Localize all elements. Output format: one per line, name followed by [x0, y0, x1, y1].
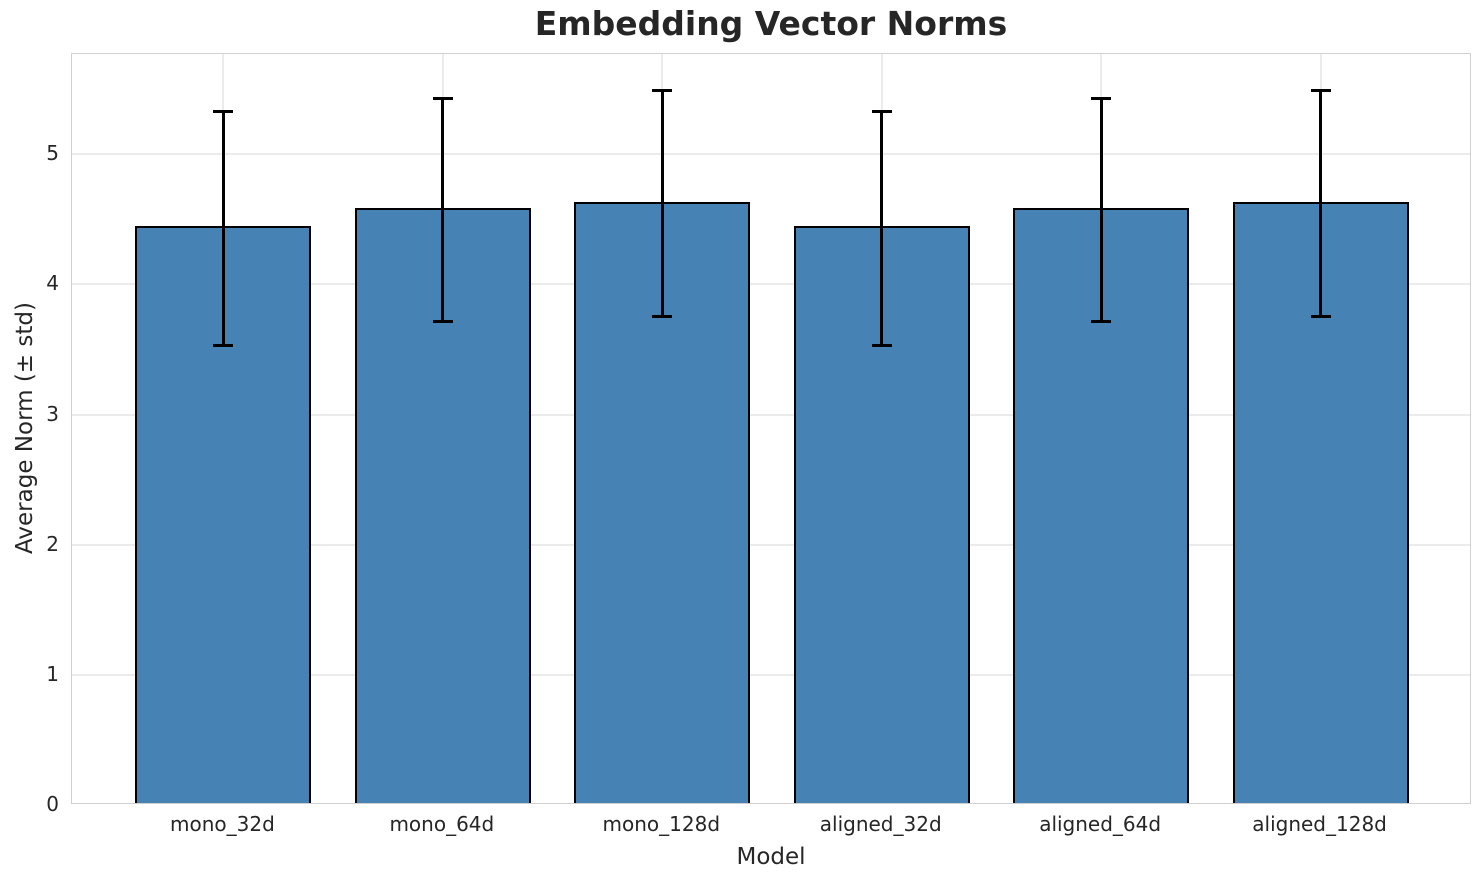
y-tick-label-5: 5 — [46, 141, 59, 166]
error-cap-bottom-aligned_64d — [1091, 320, 1112, 324]
chart-title: Embedding Vector Norms — [534, 4, 1008, 43]
y-tick-label-0: 0 — [46, 792, 59, 816]
error-cap-top-mono_64d — [432, 96, 453, 100]
error-cap-top-aligned_128d — [1310, 89, 1331, 93]
h-gridline-4 — [72, 283, 1470, 286]
plot-area — [71, 53, 1471, 804]
y-tick-label-1: 1 — [46, 661, 59, 686]
y-tick-label-2: 2 — [46, 531, 59, 556]
x-tick-label-mono_64d: mono_64d — [389, 812, 495, 836]
error-cap-top-mono_32d — [213, 109, 234, 113]
h-gridline-3 — [72, 413, 1470, 416]
error-bar-mono_32d — [221, 109, 225, 347]
error-bar-aligned_32d — [880, 109, 884, 347]
error-cap-top-aligned_32d — [871, 109, 892, 113]
h-gridline-2 — [72, 543, 1470, 546]
x-axis-label: Model — [736, 844, 806, 870]
error-bar-mono_128d — [660, 89, 664, 319]
error-cap-bottom-aligned_32d — [871, 343, 892, 347]
x-tick-label-mono_128d: mono_128d — [602, 812, 721, 836]
h-gridline-5 — [72, 153, 1470, 156]
x-tick-label-aligned_128d: aligned_128d — [1252, 812, 1387, 836]
error-cap-bottom-mono_128d — [652, 315, 673, 319]
error-bar-aligned_64d — [1099, 96, 1103, 324]
error-cap-top-mono_128d — [652, 89, 673, 93]
y-axis-label: Average Norm (± std) — [12, 302, 38, 554]
error-cap-bottom-mono_32d — [213, 343, 234, 347]
x-tick-label-aligned_64d: aligned_64d — [1039, 812, 1162, 836]
error-cap-bottom-mono_64d — [432, 320, 453, 324]
x-tick-label-mono_32d: mono_32d — [170, 812, 275, 836]
h-gridline-1 — [72, 673, 1470, 676]
y-tick-label-4: 4 — [46, 271, 59, 296]
error-bar-mono_64d — [441, 96, 445, 324]
x-tick-label-aligned_32d: aligned_32d — [819, 812, 942, 836]
error-bar-aligned_128d — [1319, 89, 1323, 319]
y-tick-label-3: 3 — [46, 401, 59, 426]
error-cap-top-aligned_64d — [1091, 96, 1112, 100]
error-cap-bottom-aligned_128d — [1310, 315, 1331, 319]
